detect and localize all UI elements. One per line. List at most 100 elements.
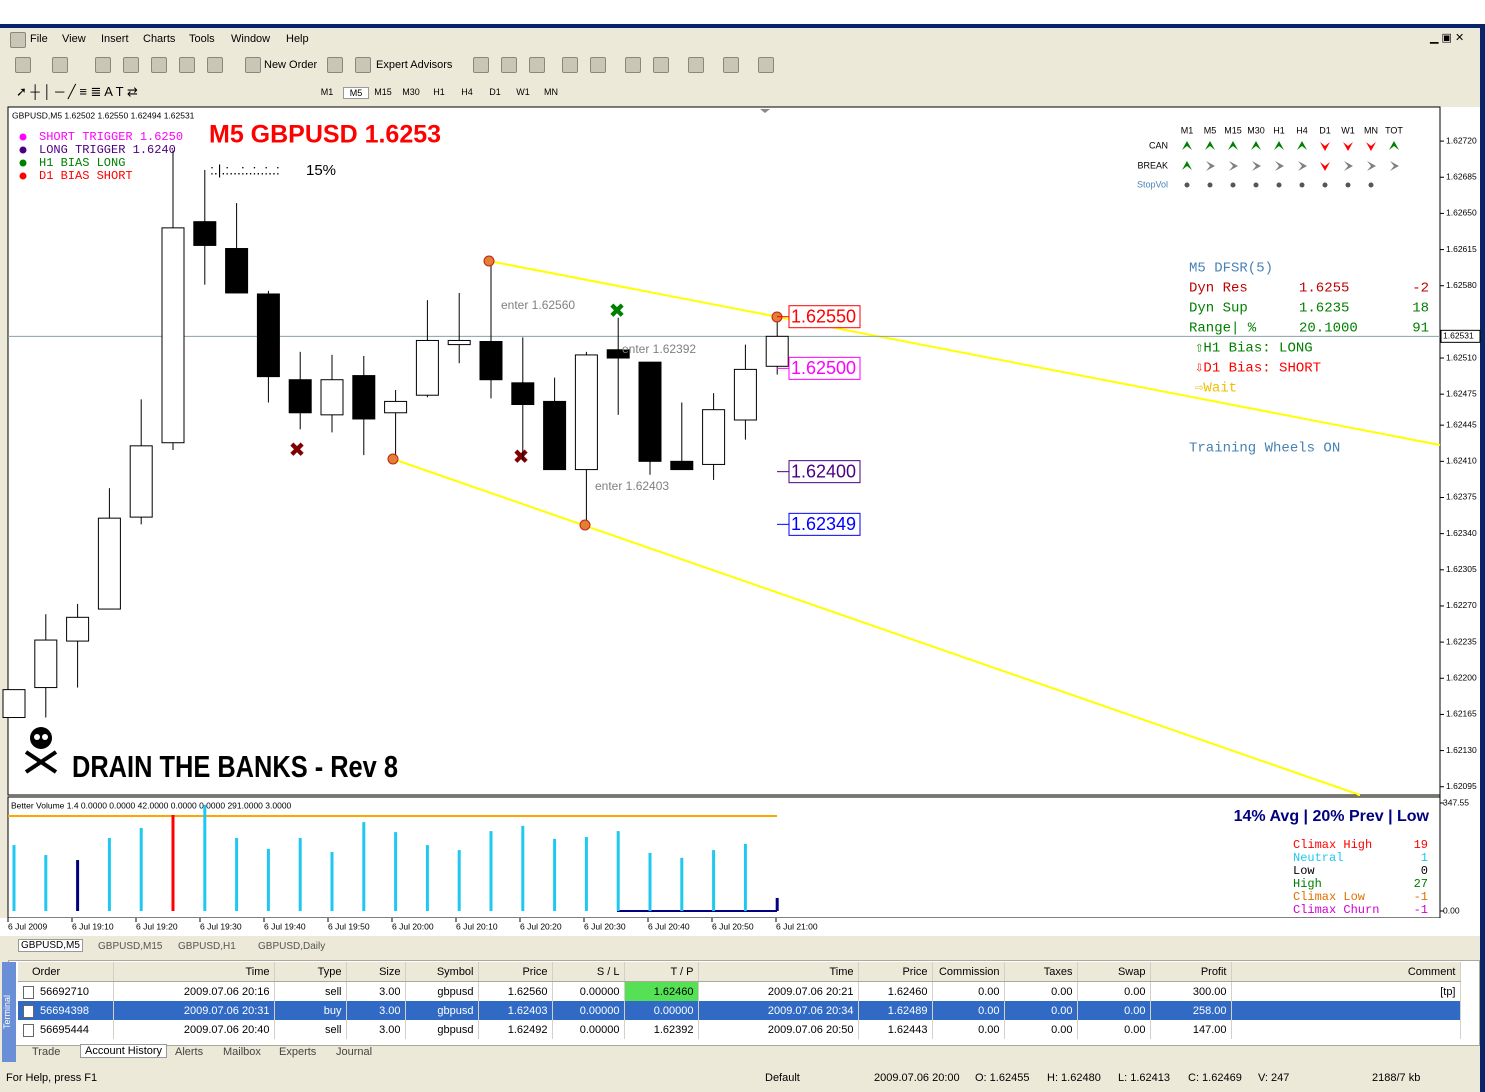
window-buttons[interactable]: ▁ ▣ ✕: [1430, 32, 1465, 44]
terminal-tab[interactable]: Mailbox: [223, 1046, 261, 1058]
tool-icon[interactable]: [653, 57, 669, 73]
tool-icon[interactable]: [327, 57, 343, 73]
tool-icon[interactable]: [473, 57, 489, 73]
column-header[interactable]: Size: [346, 962, 406, 982]
menu-item[interactable]: Charts: [143, 33, 176, 45]
tool-icon[interactable]: [529, 57, 545, 73]
candle-body: [256, 293, 280, 378]
column-header[interactable]: Taxes: [1004, 962, 1078, 982]
tool-icon[interactable]: [501, 57, 517, 73]
column-header[interactable]: Symbol: [405, 962, 479, 982]
status-field: O: 1.62455: [975, 1072, 1030, 1084]
status-field: L: 1.62413: [1118, 1072, 1170, 1084]
menu-item[interactable]: File: [30, 33, 48, 45]
period-button[interactable]: M5: [343, 87, 369, 99]
chart-tab[interactable]: GBPUSD,M5: [18, 939, 83, 952]
column-header[interactable]: Commission: [932, 962, 1005, 982]
tool-icon[interactable]: [95, 57, 111, 73]
signal-down: [1320, 162, 1330, 171]
column-header[interactable]: Comment: [1231, 962, 1461, 982]
menu-item[interactable]: View: [62, 33, 86, 45]
time-label: 6 Jul 20:40: [648, 921, 690, 931]
stopvol-dot: [1368, 182, 1374, 188]
order-row[interactable]: 56692710 2009.07.06 20:16 sell 3.00 gbpusd 1.…: [18, 981, 1461, 1001]
tool-icon[interactable]: [590, 57, 606, 73]
menu-item[interactable]: Insert: [101, 33, 129, 45]
menu-item[interactable]: Tools: [189, 33, 215, 45]
cell: 2009.07.06 20:31: [113, 1001, 275, 1020]
tool-icon[interactable]: [151, 57, 167, 73]
new-order-button[interactable]: New Order: [264, 59, 318, 71]
column-header[interactable]: Profit: [1150, 962, 1232, 982]
chart-tab[interactable]: GBPUSD,H1: [178, 941, 236, 952]
bias-line: ⇨Wait: [1195, 381, 1237, 397]
tool-icon[interactable]: [123, 57, 139, 73]
level-box: [788, 305, 861, 329]
tool-icon[interactable]: [758, 57, 774, 73]
period-button[interactable]: MN: [544, 87, 558, 97]
stopvol-dot: [1230, 182, 1236, 188]
trend-line: [392, 458, 1361, 796]
column-header[interactable]: Type: [274, 962, 347, 982]
period-button[interactable]: H1: [433, 87, 445, 97]
chart-tab[interactable]: GBPUSD,M15: [98, 941, 163, 952]
tool-icon[interactable]: [688, 57, 704, 73]
period-button[interactable]: M15: [374, 87, 392, 97]
tool-icon[interactable]: [15, 57, 31, 73]
signal-right: [1229, 161, 1238, 171]
column-header[interactable]: Time: [113, 962, 275, 982]
terminal-tab[interactable]: Trade: [32, 1046, 61, 1058]
menu-item[interactable]: Help: [286, 33, 309, 45]
volume-tick-label: 347.55: [1443, 797, 1469, 807]
tool-icon[interactable]: [562, 57, 578, 73]
terminal-tab[interactable]: Account History: [80, 1044, 168, 1058]
dfsr-value: 20.1000: [1299, 321, 1358, 337]
terminal-tab[interactable]: Journal: [336, 1046, 373, 1058]
period-button[interactable]: W1: [516, 87, 530, 97]
status-field: For Help, press F1: [6, 1072, 98, 1084]
order-row[interactable]: 56694398 2009.07.06 20:31 buy 3.00 gbpusd 1.6…: [18, 1001, 1461, 1020]
tool-icon[interactable]: [625, 57, 641, 73]
period-button[interactable]: D1: [489, 87, 501, 97]
column-header[interactable]: Time: [698, 962, 859, 982]
tool-icon[interactable]: [207, 57, 223, 73]
legend-label: H1 BIAS LONG: [39, 156, 125, 170]
column-header[interactable]: Price: [478, 962, 553, 982]
price-tick-label: 1.62165: [1446, 709, 1477, 719]
volume-stats-title: 14% Avg | 20% Prev | Low: [1234, 808, 1430, 825]
column-header[interactable]: Price: [858, 962, 933, 982]
chart-tab[interactable]: GBPUSD,Daily: [258, 941, 326, 952]
period-button[interactable]: M30: [402, 87, 420, 97]
grid-header: M30: [1247, 125, 1265, 135]
period-button[interactable]: M1: [320, 87, 334, 97]
terminal-tab[interactable]: Alerts: [175, 1046, 204, 1058]
tool-icon[interactable]: [52, 57, 68, 73]
cell: 3.00: [346, 1020, 406, 1039]
time-label: 6 Jul 20:10: [456, 921, 498, 931]
tool-icon[interactable]: [245, 57, 261, 73]
menu-item[interactable]: Window: [231, 33, 271, 45]
tool-icon[interactable]: [179, 57, 195, 73]
signal-right: [1275, 161, 1284, 171]
terminal-label: Terminal: [2, 962, 16, 1062]
volume-header: Better Volume 1.4 0.0000 0.0000 42.0000 …: [11, 800, 292, 810]
terminal-tab[interactable]: Experts: [279, 1046, 317, 1058]
tool-icon[interactable]: [723, 57, 739, 73]
order-row[interactable]: 56695444 2009.07.06 20:40 sell 3.00 gbpusd 1.…: [18, 1020, 1461, 1039]
candle-body: [511, 382, 535, 406]
dfsr-label: Dyn Res: [1189, 281, 1248, 297]
expert-advisors-button[interactable]: Expert Advisors: [376, 59, 453, 71]
column-header[interactable]: T / P: [624, 962, 699, 982]
cell: 1.62392: [624, 1020, 699, 1039]
tool-icon[interactable]: [355, 57, 371, 73]
cell: 258.00: [1150, 1001, 1232, 1020]
cell: [1231, 1001, 1461, 1020]
column-header[interactable]: Order: [18, 962, 114, 982]
stopvol-dot: [1253, 182, 1259, 188]
column-header[interactable]: S / L: [552, 962, 625, 982]
column-header[interactable]: Swap: [1077, 962, 1151, 982]
status-field: 2009.07.06 20:00: [874, 1072, 960, 1084]
period-button[interactable]: H4: [461, 87, 473, 97]
draw-tools[interactable]: ➚ ┼ │ ─ ╱ ≡ ≣ A T ⇄: [16, 84, 138, 99]
